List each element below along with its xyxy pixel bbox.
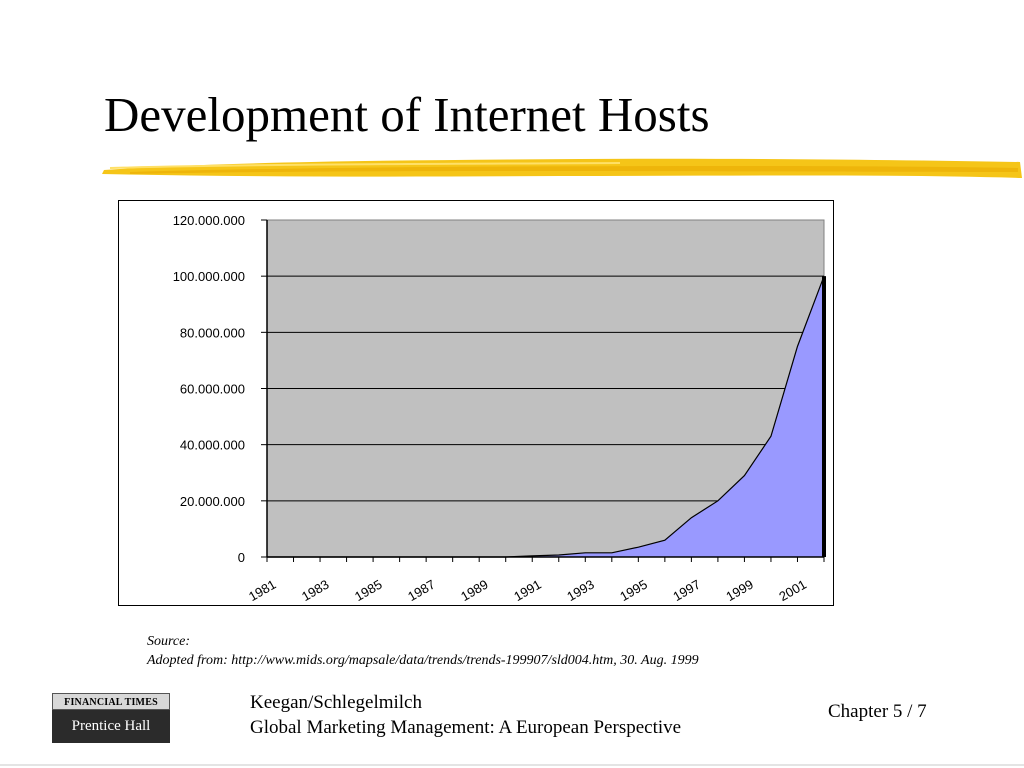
x-tick-label: 1999 [723, 577, 756, 604]
slide-title: Development of Internet Hosts [104, 87, 710, 142]
x-tick-label: 1989 [458, 577, 491, 604]
data-point [611, 552, 613, 554]
footer-credits: Keegan/Schlegelmilch Global Marketing Ma… [250, 690, 681, 740]
y-tick-label: 40.000.000 [180, 438, 245, 453]
authors: Keegan/Schlegelmilch [250, 692, 422, 713]
area-chart: 0 20.000.000 40.000.000 60.000.000 80.000.00… [173, 213, 826, 604]
data-point [664, 539, 666, 541]
publisher-logo: FINANCIAL TIMES Prentice Hall [52, 693, 170, 743]
y-tick-label: 100.000.000 [173, 269, 245, 284]
data-point [584, 552, 586, 554]
y-tick-label: 20.000.000 [180, 494, 245, 509]
data-point [743, 475, 745, 477]
title-underline [102, 158, 1022, 178]
x-tick-label: 1987 [405, 577, 438, 604]
data-point [717, 500, 719, 502]
data-point [796, 345, 798, 347]
y-tick-label: 80.000.000 [180, 325, 245, 340]
chapter-number: Chapter 5 / 7 [828, 701, 927, 722]
chart-frame: 0 20.000.000 40.000.000 60.000.000 80.000.00… [118, 200, 834, 606]
logo-top-text: FINANCIAL TIMES [52, 693, 170, 710]
data-point [637, 546, 639, 548]
x-tick-label: 2001 [776, 577, 809, 604]
data-point [558, 554, 560, 556]
footer-divider [0, 764, 1024, 766]
area-series [267, 276, 824, 557]
logo-bottom-text: Prentice Hall [52, 710, 170, 743]
data-point [770, 435, 772, 437]
y-tick-label: 120.000.000 [173, 213, 245, 228]
y-tick-label: 60.000.000 [180, 382, 245, 397]
x-tick-label: 1995 [617, 577, 650, 604]
x-tick-label: 1993 [564, 577, 597, 604]
source-text: Adopted from: http://www.mids.org/mapsal… [147, 653, 699, 668]
x-tick-label: 1981 [246, 577, 279, 604]
book-title: Global Marketing Management: A European … [250, 717, 682, 738]
x-tick-label: 1983 [299, 577, 332, 604]
source-label: Source: [147, 634, 191, 649]
data-point [690, 517, 692, 519]
x-tick-label: 1985 [352, 577, 385, 604]
x-tick-label: 1991 [511, 577, 544, 604]
source-note: Source: Adopted from: http://www.mids.or… [147, 632, 699, 670]
x-tick-label: 1997 [670, 577, 703, 604]
y-tick-label: 0 [238, 550, 245, 565]
